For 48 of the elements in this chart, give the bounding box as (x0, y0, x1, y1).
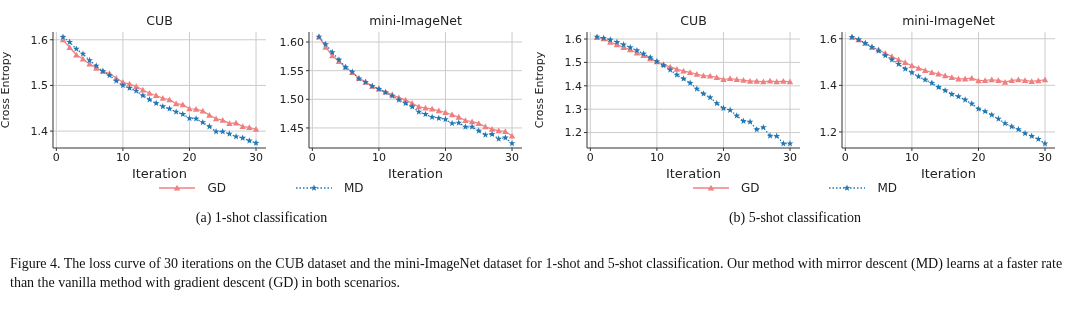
x-axis-title: Iteration (920, 166, 977, 181)
y-tick-label: 1.6 (30, 33, 48, 47)
chart-title: CUB (679, 13, 708, 28)
y-tick-label: 1.50 (279, 93, 304, 107)
y-tick-label: 1.6 (564, 32, 582, 46)
legend-label: MD (877, 181, 898, 195)
legend-label: GD (207, 181, 226, 195)
y-tick-label: 1.6 (819, 32, 837, 46)
chart-title: CUB (145, 13, 174, 28)
x-tick-label: 10 (649, 150, 664, 164)
x-axis-title: Iteration (387, 166, 444, 181)
x-tick-label: 20 (438, 150, 453, 164)
x-tick-label: 10 (904, 150, 919, 164)
y-tick-label: 1.2 (564, 126, 582, 140)
x-axis-title: Iteration (665, 166, 722, 181)
y-tick-label: 1.5 (564, 56, 582, 70)
y-axis-title: Cross Entropy (532, 51, 546, 129)
caption: Figure 4. The loss curve of 30 iterations on the CUB dataset and the mini-ImageNet dataset for 1-shot and 5-shot classification. Our method with mirror descent (MD) learns at a faster rate than the vanilla method with gradient descent (GD) in both scenarios. (10, 255, 1064, 292)
text: (a) 1-shot classification (194, 210, 329, 226)
x-tick-label: 0 (841, 150, 849, 164)
x-tick-label: 30 (249, 150, 264, 164)
legend-label: GD (740, 181, 760, 195)
x-tick-label: 0 (586, 150, 594, 164)
y-tick-label: 1.4 (819, 79, 837, 93)
y-tick-label: 1.5 (30, 79, 48, 93)
y-tick-label: 1.60 (279, 35, 304, 49)
legend-label: MD (343, 181, 364, 195)
x-tick-label: 20 (716, 150, 731, 164)
x-tick-label: 0 (52, 150, 60, 164)
y-tick-label: 1.3 (564, 103, 582, 117)
y-tick-label: 1.4 (564, 79, 582, 93)
x-tick-label: 10 (115, 150, 130, 164)
x-axis-title: Iteration (131, 166, 188, 181)
y-axis-title: Cross Entropy (0, 51, 12, 129)
x-tick-label: 30 (783, 150, 798, 164)
x-tick-label: 30 (505, 150, 520, 164)
chart-title: mini-ImageNet (368, 13, 463, 28)
x-tick-label: 10 (371, 150, 386, 164)
text: (b) 5-shot classification (727, 210, 863, 226)
x-tick-label: 0 (308, 150, 316, 164)
x-tick-label: 30 (1038, 150, 1053, 164)
y-tick-label: 1.45 (279, 121, 304, 135)
x-tick-label: 20 (971, 150, 986, 164)
y-tick-label: 1.4 (30, 125, 48, 139)
x-tick-label: 20 (182, 150, 197, 164)
chart-title: mini-ImageNet (901, 13, 996, 28)
y-tick-label: 1.2 (819, 125, 837, 139)
y-tick-label: 1.55 (279, 64, 304, 78)
